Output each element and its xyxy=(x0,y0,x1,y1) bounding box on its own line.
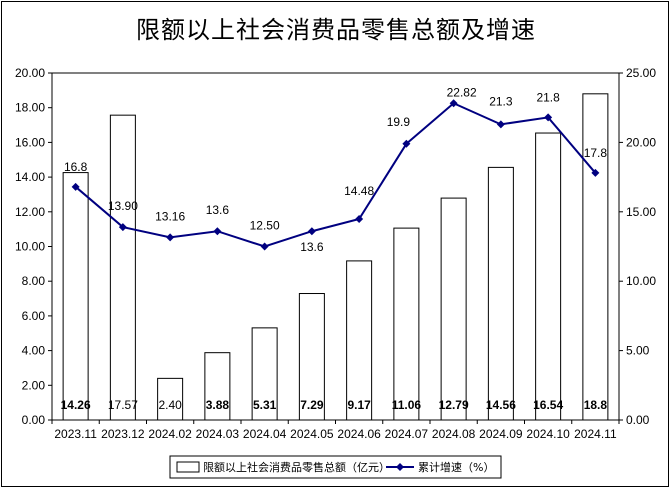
bar-value-label: 14.26 xyxy=(61,398,91,412)
line-group xyxy=(71,99,600,251)
x-tick-label: 2024.09 xyxy=(479,427,523,441)
line-value-label: 13.6 xyxy=(206,203,230,217)
growth-point xyxy=(118,223,127,232)
x-tick-label: 2024.08 xyxy=(432,427,476,441)
labels-group: 14.26 17.57 2.40 3.88 5.31 7.29 9.17 11.06 12.79… xyxy=(61,85,608,412)
y-right-tick-label: 20.00 xyxy=(626,135,656,149)
bar-value-label: 2.40 xyxy=(158,398,182,412)
growth-point xyxy=(449,99,458,108)
legend: 限额以上社会消费品零售总额（亿元） 累计增速（%） xyxy=(169,455,502,479)
bar xyxy=(204,352,231,421)
bars-group xyxy=(62,93,609,421)
axes-group: 0.00 2.00 4.00 6.00 8.00 10.00 12.00 14.00 16.00… xyxy=(15,66,656,441)
bar xyxy=(62,172,89,421)
line-value-label: 13.6 xyxy=(300,240,324,254)
bar-value-label: 7.29 xyxy=(300,398,324,412)
growth-point xyxy=(166,233,175,242)
bar xyxy=(346,260,373,421)
line-value-label: 17.8 xyxy=(584,146,608,160)
x-tick-label: 2024.04 xyxy=(243,427,287,441)
bar-value-label: 11.06 xyxy=(392,398,422,412)
growth-point xyxy=(355,215,364,224)
x-tick-label: 2023.11 xyxy=(54,427,97,441)
legend-line-marker xyxy=(396,463,404,471)
growth-point xyxy=(213,227,222,236)
y-left-tick-label: 12.00 xyxy=(15,205,45,219)
x-tick-label: 2024.07 xyxy=(385,427,429,441)
plot-area xyxy=(51,72,620,421)
legend-line-label: 累计增速（%） xyxy=(418,460,494,474)
y-right-tick-label: 25.00 xyxy=(626,66,656,80)
x-tick-label: 2024.10 xyxy=(526,427,570,441)
growth-point xyxy=(71,182,80,191)
legend-box xyxy=(169,455,502,479)
chart-title: 限额以上社会消费品零售总额及增速 xyxy=(136,16,536,44)
line-value-label: 13.90 xyxy=(108,199,138,213)
growth-point xyxy=(591,168,600,177)
bar xyxy=(535,132,562,421)
x-tick-label: 2024.11 xyxy=(574,427,617,441)
y-left-tick-label: 0.00 xyxy=(22,413,46,427)
growth-point xyxy=(544,113,553,122)
legend-bar-label: 限额以上社会消费品零售总额（亿元） xyxy=(203,460,390,474)
bar xyxy=(251,327,278,421)
bar xyxy=(440,197,467,421)
bar xyxy=(157,377,184,421)
y-left-tick-label: 10.00 xyxy=(15,240,45,254)
y-right-tick-label: 5.00 xyxy=(626,344,650,358)
x-tick-label: 2024.05 xyxy=(290,427,334,441)
line-value-label: 13.16 xyxy=(155,209,185,223)
y-left-tick-label: 16.00 xyxy=(15,135,45,149)
y-right-tick-label: 15.00 xyxy=(626,205,656,219)
line-value-label: 14.48 xyxy=(344,184,374,198)
y-right-tick-label: 10.00 xyxy=(626,274,656,288)
line-value-label: 19.9 xyxy=(387,115,411,129)
y-left-tick-label: 18.00 xyxy=(15,101,45,115)
bar-value-label: 18.8 xyxy=(584,398,608,412)
bar xyxy=(393,227,420,421)
y-right-tick-label: 0.00 xyxy=(626,413,650,427)
bar xyxy=(582,93,609,421)
line-value-label: 12.50 xyxy=(250,219,280,233)
x-tick-label: 2023.12 xyxy=(101,427,145,441)
bar xyxy=(298,293,325,421)
growth-point xyxy=(260,242,269,251)
bar xyxy=(109,114,136,421)
growth-point xyxy=(307,227,316,236)
bar-value-label: 14.56 xyxy=(486,398,516,412)
legend-bar-swatch xyxy=(176,461,200,473)
x-tick-label: 2024.06 xyxy=(337,427,381,441)
growth-point xyxy=(496,120,505,129)
bar-value-label: 12.79 xyxy=(439,398,469,412)
bar-value-label: 3.88 xyxy=(206,398,230,412)
y-left-tick-label: 8.00 xyxy=(22,274,46,288)
bar-value-label: 9.17 xyxy=(347,398,371,412)
bar-value-label: 5.31 xyxy=(253,398,277,412)
y-left-tick-label: 14.00 xyxy=(15,170,45,184)
y-left-tick-label: 20.00 xyxy=(15,66,45,80)
y-left-tick-label: 2.00 xyxy=(22,378,46,392)
line-value-label: 21.3 xyxy=(489,94,513,108)
line-value-label: 16.8 xyxy=(64,160,88,174)
bar-value-label: 16.54 xyxy=(533,398,563,412)
x-tick-label: 2024.02 xyxy=(148,427,192,441)
bar xyxy=(487,166,514,421)
line-value-label: 21.8 xyxy=(536,90,560,104)
growth-line xyxy=(74,102,597,248)
bar-value-label: 17.57 xyxy=(108,398,138,412)
y-left-tick-label: 6.00 xyxy=(22,309,46,323)
line-value-label: 22.82 xyxy=(447,85,477,99)
x-tick-label: 2024.03 xyxy=(196,427,240,441)
y-left-tick-label: 4.00 xyxy=(22,344,46,358)
growth-point xyxy=(402,139,411,148)
